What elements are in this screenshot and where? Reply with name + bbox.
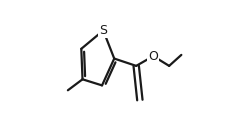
Text: O: O	[148, 50, 158, 63]
Text: S: S	[99, 24, 107, 37]
